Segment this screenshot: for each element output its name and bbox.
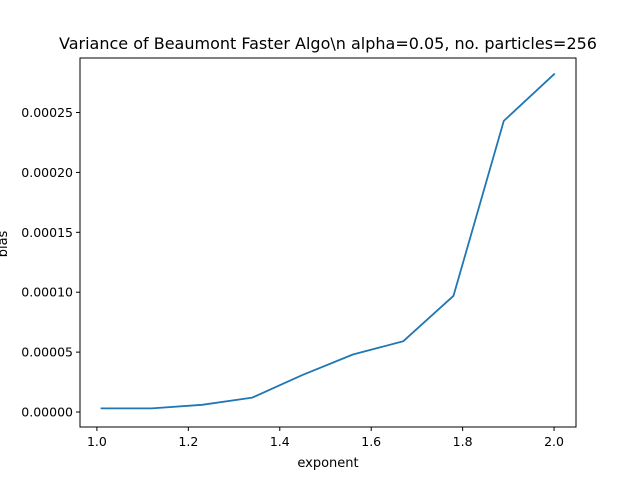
y-axis-label: bias xyxy=(0,230,11,257)
y-tick-label: 0.00000 xyxy=(21,405,73,420)
x-tick-label: 1.0 xyxy=(87,434,107,449)
y-axis: 0.00000 0.00005 0.00010 0.00015 0.00020 0.000… xyxy=(21,105,80,420)
y-tick-label: 0.00010 xyxy=(21,285,73,300)
x-tick-label: 2.0 xyxy=(544,434,564,449)
y-tick-label: 0.00005 xyxy=(21,345,73,360)
x-tick-label: 1.2 xyxy=(178,434,198,449)
plot-area xyxy=(79,57,577,428)
x-tick-label: 1.6 xyxy=(361,434,381,449)
plot-frame xyxy=(79,57,577,428)
x-tick-label: 1.8 xyxy=(453,434,473,449)
y-tick-label: 0.00015 xyxy=(21,225,73,240)
chart-title: Variance of Beaumont Faster Algo\n alpha… xyxy=(59,34,597,53)
y-tick-label: 0.00025 xyxy=(21,105,73,120)
x-axis: 1.0 1.2 1.4 1.6 1.8 2.0 xyxy=(87,427,564,449)
series-line-0 xyxy=(100,72,556,410)
x-axis-label: exponent xyxy=(297,456,358,471)
x-tick-label: 1.4 xyxy=(270,434,290,449)
y-tick-label: 0.00020 xyxy=(21,165,73,180)
